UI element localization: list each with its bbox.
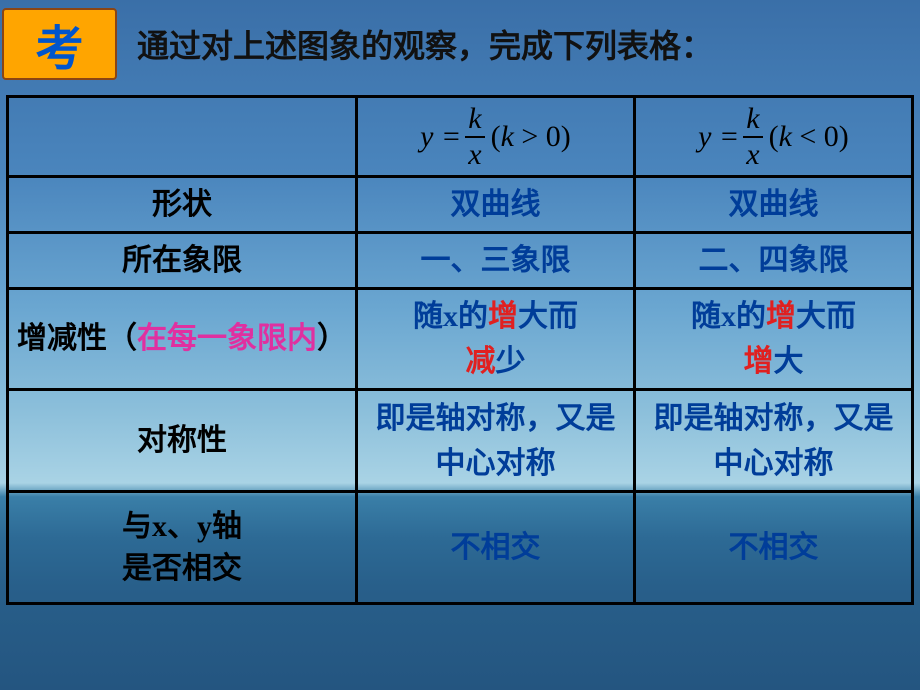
header-kneg-cell: y = k x (k < 0) — [635, 97, 913, 177]
think-logo: 考 — [2, 8, 117, 80]
frac-num: k — [465, 104, 484, 136]
eq-prefix: y = — [698, 120, 739, 154]
value-shape-kneg: 双曲线 — [644, 182, 903, 227]
table-header-row: y = k x (k > 0) y = k x (k < 0) — [8, 97, 913, 177]
label-shape: 形状 — [17, 184, 347, 226]
label-intersect: 与x、y轴是否相交 — [17, 506, 347, 590]
frac-num: k — [743, 104, 762, 136]
value-shape-kpos: 双曲线 — [366, 182, 625, 227]
row-quadrant: 所在象限 一、三象限 二、四象限 — [8, 233, 913, 289]
formula-kneg: y = k x (k < 0) — [698, 104, 849, 170]
label-symmetry: 对称性 — [17, 420, 347, 462]
value-symmetry-kneg: 即是轴对称，又是中心对称 — [644, 396, 903, 486]
row-intersect: 与x、y轴是否相交 不相交 不相交 — [8, 492, 913, 604]
row-shape: 形状 双曲线 双曲线 — [8, 177, 913, 233]
label-highlight: 在每一象限内 — [137, 322, 317, 355]
value-mono-kneg: 随x的增大而增大 — [644, 294, 903, 384]
frac-den: x — [743, 136, 762, 170]
value-intersect-kpos: 不相交 — [366, 525, 625, 570]
logo-text: 考 — [35, 9, 83, 79]
frac-den: x — [465, 136, 484, 170]
slide-header: 考 通过对上述图象的观察，完成下列表格： — [0, 0, 920, 95]
formula-kpos: y = k x (k > 0) — [420, 104, 571, 170]
condition: (k < 0) — [769, 120, 849, 154]
fraction: k x — [743, 104, 762, 170]
value-symmetry-kpos: 即是轴对称，又是中心对称 — [366, 396, 625, 486]
condition: (k > 0) — [491, 120, 571, 154]
header-empty-cell — [8, 97, 357, 177]
label-monotonicity: 增减性（在每一象限内） — [17, 318, 347, 360]
value-quadrant-kneg: 二、四象限 — [644, 238, 903, 283]
label-quadrant: 所在象限 — [17, 240, 347, 282]
value-quadrant-kpos: 一、三象限 — [366, 238, 625, 283]
properties-table: y = k x (k > 0) y = k x (k < 0) 形状 双曲线 双… — [6, 95, 914, 605]
row-monotonicity: 增减性（在每一象限内） 随x的增大而减少 随x的增大而增大 — [8, 289, 913, 390]
value-mono-kpos: 随x的增大而减少 — [366, 294, 625, 384]
eq-prefix: y = — [420, 120, 461, 154]
header-kpos-cell: y = k x (k > 0) — [357, 97, 635, 177]
value-intersect-kneg: 不相交 — [644, 525, 903, 570]
fraction: k x — [465, 104, 484, 170]
slide-title: 通过对上述图象的观察，完成下列表格： — [137, 21, 713, 67]
row-symmetry: 对称性 即是轴对称，又是中心对称 即是轴对称，又是中心对称 — [8, 390, 913, 492]
